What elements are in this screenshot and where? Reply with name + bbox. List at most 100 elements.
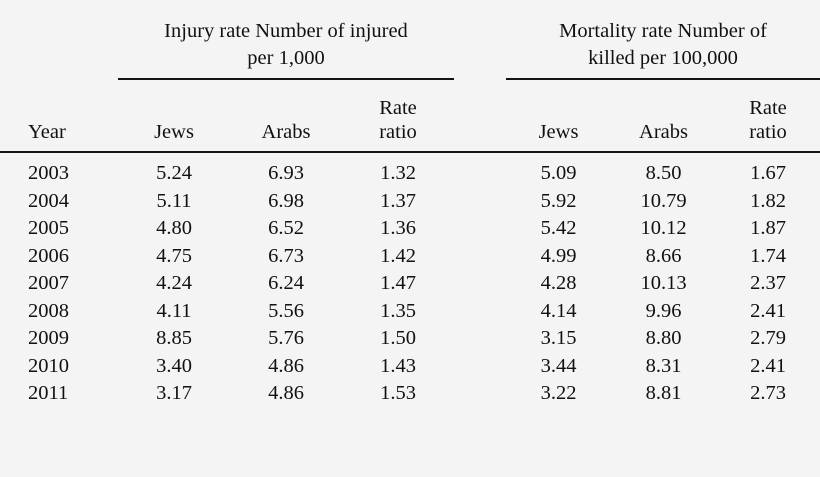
cell-injury-jews: 4.75	[156, 244, 192, 267]
cell-mortality-rate-ratio: 2.73	[750, 382, 786, 404]
column-header-mortality-jews: Jews	[506, 79, 611, 153]
injury-rate-ratio-line1: Rate	[379, 97, 417, 120]
cell-mortality-rate-ratio: 1.87	[750, 217, 786, 239]
cell-year: 2003	[28, 162, 69, 184]
cell-mortality-arabs: 10.79	[640, 189, 687, 212]
column-header-injury-arabs: Arabs	[230, 79, 342, 153]
cell-mortality-rate-ratio: 1.67	[750, 162, 786, 184]
cell-mortality-arabs: 8.80	[645, 327, 682, 349]
cell-mortality-jews: 5.42	[540, 217, 577, 239]
spanner-injury-line2: per 1,000	[247, 46, 325, 69]
cell-gap	[454, 152, 506, 188]
spanner-corner-blank	[0, 0, 118, 79]
cell-year: 2006	[28, 244, 69, 267]
cell-injury-jews: 4.11	[156, 299, 192, 322]
cell-injury-rate-ratio: 1.37	[380, 189, 416, 212]
mortality-rate-ratio-line2: ratio	[749, 120, 787, 143]
cell-mortality-rate-ratio: 2.41	[750, 354, 786, 377]
cell-injury-rate-ratio: 1.47	[380, 272, 416, 294]
cell-injury-arabs: 4.86	[268, 382, 304, 404]
cell-injury-arabs: 5.76	[268, 327, 304, 349]
cell-mortality-arabs: 10.13	[640, 272, 687, 294]
table-row: 2009 8.85 5.76 1.50 3.15 8.80 2.79	[0, 325, 820, 353]
column-header-row: Year Jews Arabs Rate ratio Jews Arabs	[0, 79, 820, 153]
cell-mortality-arabs: 8.50	[645, 162, 682, 184]
cell-injury-rate-ratio: 1.36	[380, 217, 416, 239]
injury-mortality-rate-table: Injury rate Number of injured per 1,000 …	[0, 0, 820, 408]
cell-mortality-arabs: 9.96	[645, 299, 682, 322]
cell-mortality-arabs: 8.81	[645, 382, 682, 404]
cell-mortality-arabs: 8.66	[645, 244, 682, 267]
cell-mortality-jews: 3.15	[540, 327, 577, 349]
cell-mortality-jews: 5.09	[540, 162, 577, 184]
cell-mortality-rate-ratio: 2.79	[750, 327, 786, 349]
cell-mortality-jews: 3.22	[540, 382, 577, 404]
table-row: 2008 4.11 5.56 1.35 4.14 9.96 2.41	[0, 298, 820, 326]
spanner-injury-line1: Injury rate Number of injured	[164, 19, 408, 42]
cell-year: 2008	[28, 299, 69, 322]
cell-year: 2010	[28, 354, 69, 377]
injury-rate-ratio-line2: ratio	[379, 120, 417, 143]
cell-gap	[454, 353, 506, 381]
cell-injury-arabs: 6.24	[268, 272, 304, 294]
cell-mortality-jews: 4.28	[540, 272, 577, 294]
cell-injury-rate-ratio: 1.53	[380, 382, 416, 404]
cell-injury-rate-ratio: 1.50	[380, 327, 416, 349]
cell-year: 2011	[28, 382, 69, 404]
column-header-year: Year	[0, 79, 118, 153]
spanner-mortality-line2: killed per 100,000	[588, 46, 738, 69]
mortality-rate-ratio-line1: Rate	[749, 97, 787, 120]
cell-mortality-jews: 5.92	[540, 189, 577, 212]
column-header-mortality-rate-ratio: Rate ratio	[716, 79, 820, 153]
cell-gap	[454, 188, 506, 216]
cell-injury-arabs: 6.98	[268, 189, 304, 212]
cell-injury-rate-ratio: 1.43	[380, 354, 416, 377]
cell-injury-jews: 5.24	[156, 162, 192, 184]
cell-mortality-jews: 4.99	[540, 244, 577, 267]
column-header-gap	[454, 79, 506, 153]
cell-injury-arabs: 6.73	[268, 244, 304, 267]
table-row: 2011 3.17 4.86 1.53 3.22 8.81 2.73	[0, 380, 820, 408]
cell-injury-jews: 3.40	[156, 354, 192, 377]
cell-injury-jews: 5.11	[156, 189, 192, 212]
cell-mortality-jews: 4.14	[540, 299, 577, 322]
cell-mortality-rate-ratio: 2.41	[750, 299, 786, 322]
cell-injury-rate-ratio: 1.32	[380, 162, 416, 184]
table-row: 2005 4.80 6.52 1.36 5.42 10.12 1.87	[0, 215, 820, 243]
cell-injury-arabs: 6.93	[268, 162, 304, 184]
table-row: 2004 5.11 6.98 1.37 5.92 10.79 1.82	[0, 188, 820, 216]
table-row: 2010 3.40 4.86 1.43 3.44 8.31 2.41	[0, 353, 820, 381]
cell-year: 2007	[28, 272, 69, 294]
column-header-injury-rate-ratio: Rate ratio	[342, 79, 454, 153]
cell-injury-jews: 8.85	[156, 327, 192, 349]
table-body: 2003 5.24 6.93 1.32 5.09 8.50 1.67 2004 5.11 6.98…	[0, 152, 820, 408]
table-head: Injury rate Number of injured per 1,000 …	[0, 0, 820, 153]
cell-gap	[454, 215, 506, 243]
cell-mortality-rate-ratio: 1.74	[750, 244, 786, 267]
spanner-mortality-line1: Mortality rate Number of	[559, 19, 767, 42]
cell-gap	[454, 243, 506, 271]
cell-mortality-arabs: 8.31	[645, 354, 682, 377]
table-row: 2006 4.75 6.73 1.42 4.99 8.66 1.74	[0, 243, 820, 271]
cell-injury-jews: 4.80	[156, 217, 192, 239]
table-row: 2007 4.24 6.24 1.47 4.28 10.13 2.37	[0, 270, 820, 298]
cell-year: 2005	[28, 217, 69, 239]
cell-gap	[454, 380, 506, 408]
cell-gap	[454, 298, 506, 326]
cell-injury-rate-ratio: 1.42	[380, 244, 416, 267]
spanner-gap-blank	[454, 0, 506, 79]
cell-gap	[454, 325, 506, 353]
cell-year: 2004	[28, 189, 69, 212]
cell-mortality-arabs: 10.12	[640, 217, 687, 239]
cell-injury-jews: 4.24	[156, 272, 192, 294]
cell-injury-arabs: 4.86	[268, 354, 304, 377]
cell-injury-arabs: 6.52	[268, 217, 304, 239]
table-row: 2003 5.24 6.93 1.32 5.09 8.50 1.67	[0, 152, 820, 188]
spanner-mortality-rate: Mortality rate Number of killed per 100,…	[506, 0, 820, 80]
cell-mortality-rate-ratio: 2.37	[750, 272, 786, 294]
column-header-mortality-arabs: Arabs	[611, 79, 716, 153]
column-header-injury-jews: Jews	[118, 79, 230, 153]
cell-injury-jews: 3.17	[156, 382, 192, 404]
cell-gap	[454, 270, 506, 298]
